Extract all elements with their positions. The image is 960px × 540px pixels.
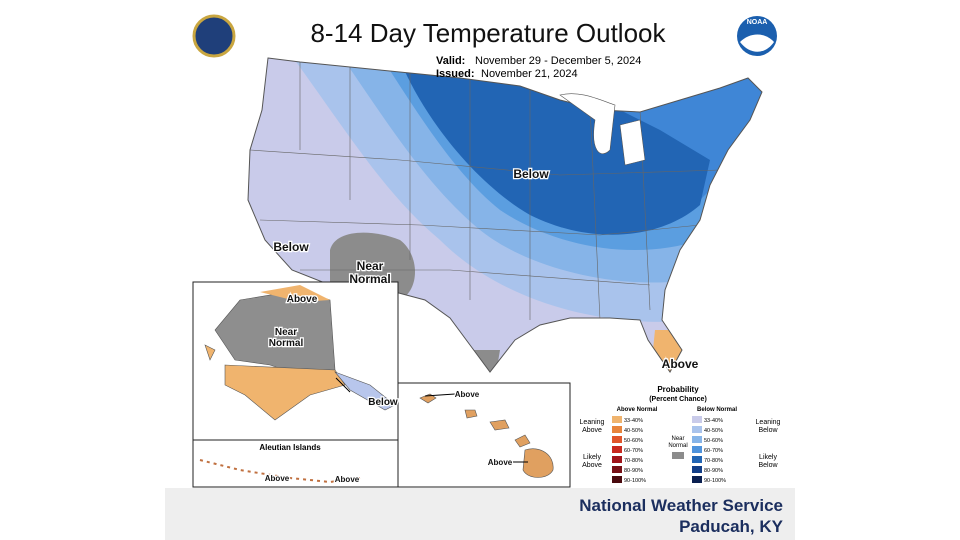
map-label: Leaning (580, 419, 605, 426)
legend-swatch (692, 416, 702, 423)
legend-title: Probability (657, 385, 699, 394)
noaa-logo-text: NOAA (747, 19, 768, 26)
valid-dates: November 29 - December 5, 2024 (475, 55, 641, 67)
legend-header: Above Normal (617, 407, 658, 413)
legend-bin: 40-50% (704, 428, 723, 434)
map-label: Below (273, 240, 309, 254)
legend-swatch (612, 466, 622, 473)
conus-map (248, 58, 762, 372)
map-label: Near (671, 436, 684, 442)
aleutian-title: Aleutian Islands (259, 443, 321, 452)
map-label: Above (488, 458, 513, 467)
footer-band (165, 488, 795, 540)
map-label: Near (357, 259, 384, 273)
map-label: Below (513, 167, 549, 181)
map-label: Above (455, 390, 480, 399)
map-label: Above (582, 462, 602, 469)
map-label: Below (758, 427, 778, 434)
legend-bin: 70-80% (704, 458, 723, 464)
legend-swatch (672, 452, 684, 459)
legend-bin: 33-40% (624, 418, 643, 424)
footer-line1: National Weather Service (579, 496, 783, 515)
doc-logo (192, 14, 236, 58)
legend-subtitle: (Percent Chance) (649, 396, 707, 403)
map-label: Above (335, 475, 360, 484)
legend-swatch (612, 476, 622, 483)
labels: BelowBelowNearNormalAboveAboveNearNormal… (259, 166, 781, 486)
title: 8-14 Day Temperature Outlook (310, 18, 666, 48)
legend-swatch (612, 456, 622, 463)
great-lakes (559, 93, 646, 166)
legend-bin: 90-100% (704, 478, 726, 484)
valid-label: Valid: (436, 55, 465, 67)
legend-bin: 50-60% (624, 438, 643, 444)
issued-date: November 21, 2024 (481, 68, 578, 80)
legend-swatch (612, 416, 622, 423)
legend-swatch (612, 446, 622, 453)
map-label: Likely (583, 454, 601, 461)
legend-bin: 40-50% (624, 428, 643, 434)
map-label: Below (758, 462, 778, 469)
alaska-above-north (260, 285, 330, 302)
legend-swatch (692, 426, 702, 433)
legend-bin: 80-90% (704, 468, 723, 474)
map-label: Near (275, 327, 297, 338)
legend-swatch (692, 466, 702, 473)
legend-swatch (612, 426, 622, 433)
hawaii-islands (419, 393, 554, 478)
issued-label: Issued: (436, 68, 475, 80)
legend-swatch (692, 456, 702, 463)
map-label: Normal (668, 443, 687, 449)
map-label: Below (368, 397, 398, 408)
footer-line2: Paducah, KY (679, 517, 784, 536)
legend-bin: 50-60% (704, 438, 723, 444)
legend-swatch (692, 476, 702, 483)
map-label: Above (582, 427, 602, 434)
map-label: Leaning (756, 419, 781, 426)
map-label: Above (662, 357, 699, 371)
legend-bin: 90-100% (624, 478, 646, 484)
map-label: Normal (269, 338, 304, 349)
legend-swatch (692, 436, 702, 443)
leader-lines (335, 377, 528, 463)
legend-bin: 70-80% (624, 458, 643, 464)
legend-swatch (692, 446, 702, 453)
legend-bin: 60-70% (704, 448, 723, 454)
map-label: Normal (349, 272, 390, 286)
legend-header: Below Normal (697, 407, 737, 413)
legend-swatch (612, 436, 622, 443)
map-label: Above (265, 474, 290, 483)
alaska-below (334, 371, 396, 411)
legend-bin: 60-70% (624, 448, 643, 454)
aleutian-islands (199, 459, 361, 484)
map-label: Above (287, 294, 318, 305)
legend-bin: 80-90% (624, 468, 643, 474)
map-label: Likely (759, 454, 777, 461)
noaa-wave (740, 34, 774, 52)
legend-bin: 33-40% (704, 418, 723, 424)
aleutian-inset (192, 439, 399, 488)
